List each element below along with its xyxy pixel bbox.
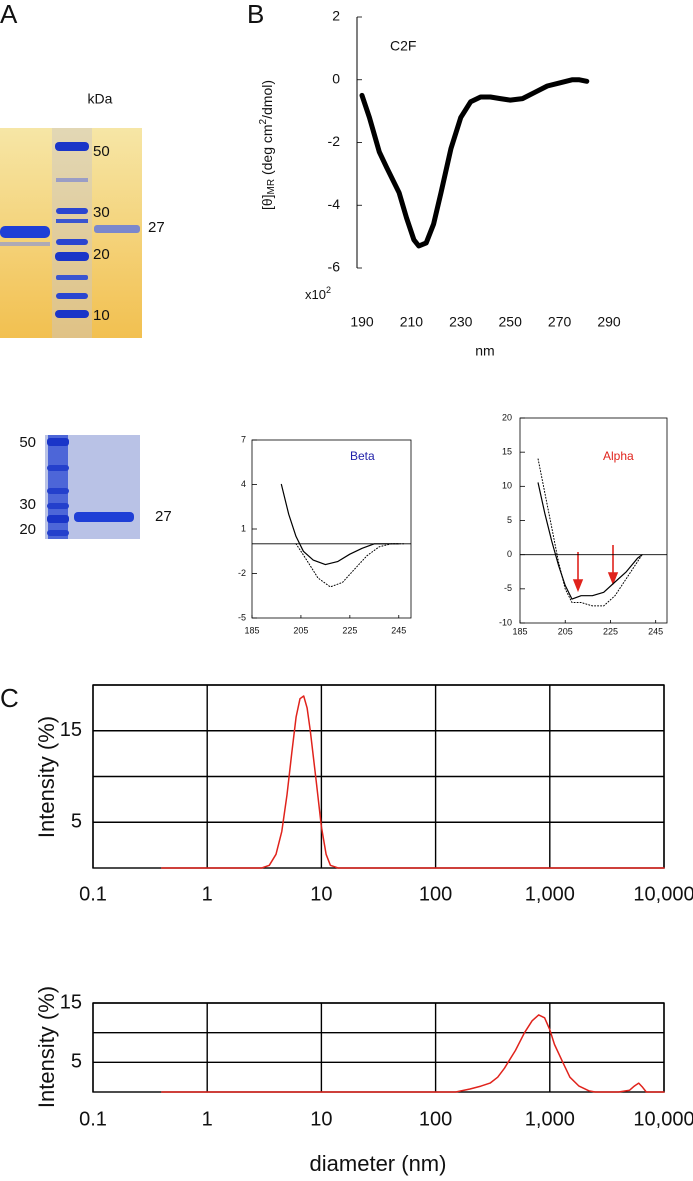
x-tick-label: 250	[499, 314, 523, 330]
x-tick-label: 270	[548, 314, 572, 330]
panel-label: A	[0, 0, 18, 29]
y-tick-label: -5	[504, 583, 512, 593]
y-axis-label: [θ]MR (deg cm2/dmol)	[258, 80, 277, 210]
y-tick-label: 15	[502, 447, 512, 457]
unit-label: kDa	[88, 91, 113, 107]
data-line	[161, 695, 665, 869]
data-line	[295, 543, 405, 588]
x-axis-label: nm	[475, 343, 494, 359]
axis-multiplier-part: 2	[326, 285, 331, 295]
x-tick-label: 10,000	[633, 1108, 693, 1130]
x-tick-label: 230	[449, 314, 473, 330]
data-line	[161, 1014, 665, 1093]
y-tick-label: 1	[241, 523, 246, 533]
y-tick-label: -4	[328, 196, 341, 212]
y-tick-label: 5	[71, 1051, 82, 1073]
marker-label: 50	[19, 434, 36, 451]
x-tick-label: 10,000	[633, 883, 693, 905]
data-line	[280, 483, 400, 566]
y-tick-label: 4	[241, 479, 246, 489]
band-label: 27	[155, 508, 172, 525]
y-axis-label-part: 2	[258, 118, 269, 124]
y-tick-label: 0	[332, 70, 340, 86]
y-axis-label: Intensity (%)	[34, 716, 59, 838]
x-axis-label: diameter (nm)	[310, 1151, 447, 1176]
y-tick-label: -2	[238, 568, 246, 578]
annotation: Beta	[350, 449, 375, 463]
annotation: C2F	[390, 38, 416, 54]
y-tick-label: -2	[328, 133, 341, 149]
x-tick-label: 1	[202, 1108, 213, 1130]
x-tick-label: 10	[310, 883, 332, 905]
axis-multiplier: x102	[305, 285, 331, 302]
gel-image	[45, 435, 140, 539]
annotation: Alpha	[603, 449, 634, 463]
chart: 2 0 -2 -4 -6 190 210 230 250 270 290 C2F nm [θ]MR (de…	[258, 8, 621, 359]
y-tick-label: -10	[499, 617, 512, 627]
y-tick-label: 0	[507, 549, 512, 559]
x-tick-label: 1,000	[525, 1108, 575, 1130]
marker-label: 50	[93, 143, 110, 160]
y-tick-label: 2	[332, 8, 340, 24]
y-tick-label: -5	[238, 612, 246, 622]
band-label: 27	[148, 219, 165, 236]
y-tick-label: 5	[507, 515, 512, 525]
x-tick-label: 100	[419, 883, 452, 905]
plot-frame	[251, 439, 412, 619]
y-axis-label-part: (deg cm	[259, 124, 275, 178]
axis-multiplier-part: x10	[305, 287, 326, 302]
x-tick-label: 245	[648, 626, 663, 636]
marker-label: 20	[19, 521, 36, 538]
y-tick-label: 20	[502, 412, 512, 422]
chart: 5 15 0.1 1 10 100 1,000 10,000 diameter (nm) Inte…	[34, 986, 693, 1176]
plot-frame	[92, 1002, 665, 1093]
chart: 5 15 0.1 1 10 100 1,000 10,000 Intensity (%)	[34, 684, 693, 905]
x-tick-label: 290	[597, 314, 621, 330]
gel-image	[0, 128, 142, 338]
x-tick-label: 100	[419, 1108, 452, 1130]
marker-label: 20	[93, 246, 110, 263]
marker-label: 10	[93, 307, 110, 324]
data-line	[359, 77, 590, 249]
x-tick-label: 10	[310, 1108, 332, 1130]
y-tick-label: 15	[60, 719, 82, 741]
y-axis-label-part: /dmol)	[259, 80, 275, 119]
x-tick-label: 205	[293, 625, 308, 635]
x-tick-label: 0.1	[79, 1108, 107, 1130]
y-tick-label: -6	[328, 259, 341, 275]
x-tick-label: 185	[512, 626, 527, 636]
y-axis-label-part: [θ]	[259, 194, 275, 210]
y-axis-label-part: MR	[266, 179, 277, 195]
y-tick-label: 10	[502, 481, 512, 491]
x-tick-label: 210	[400, 314, 424, 330]
x-tick-label: 225	[342, 625, 357, 635]
y-tick-label: 7	[241, 434, 246, 444]
y-axis-label: Intensity (%)	[34, 986, 59, 1108]
x-tick-label: 1	[202, 883, 213, 905]
annotation-arrow	[572, 545, 619, 593]
x-tick-label: 1,000	[525, 883, 575, 905]
x-tick-label: 225	[603, 626, 618, 636]
chart: -10 -5 0 5 10 15 20 185 205 225 245 Alpha	[499, 412, 668, 636]
x-tick-label: 0.1	[79, 883, 107, 905]
panel-label: C	[0, 683, 19, 713]
chart: -5 -2 1 4 7 185 205 225 245 Beta	[238, 434, 412, 635]
panel-label: B	[247, 0, 264, 29]
data-line	[537, 482, 643, 600]
x-tick-label: 185	[244, 625, 259, 635]
y-tick-label: 15	[60, 991, 82, 1013]
x-tick-label: 245	[391, 625, 406, 635]
marker-label: 30	[19, 496, 36, 513]
data-line	[537, 458, 643, 607]
x-tick-label: 190	[350, 314, 374, 330]
marker-label: 30	[93, 204, 110, 221]
plot-frame	[519, 417, 668, 624]
x-tick-label: 205	[558, 626, 573, 636]
y-tick-label: 5	[71, 811, 82, 833]
